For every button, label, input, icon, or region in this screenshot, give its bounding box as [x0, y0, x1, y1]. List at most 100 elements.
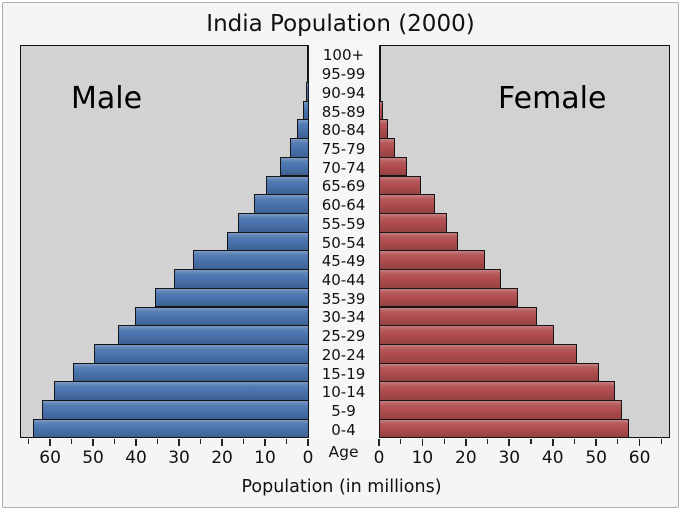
- x-tick-label: 0: [373, 447, 385, 468]
- male-x-axis-ticks: 0 10 20 30 40 50 60: [20, 438, 313, 473]
- male-bar: [265, 175, 309, 196]
- age-group-label: 95-99: [321, 65, 366, 84]
- major-tick-mark: [221, 438, 223, 446]
- male-bar: [53, 381, 309, 402]
- age-group-label: 100+: [322, 46, 365, 65]
- major-tick-mark: [465, 438, 467, 446]
- age-group-label: 85-89: [321, 102, 366, 121]
- major-tick-mark: [421, 438, 424, 446]
- female-bar: [378, 381, 615, 402]
- major-tick-mark: [264, 438, 266, 446]
- female-bar: [378, 306, 538, 327]
- age-group-label: 75-79: [321, 139, 366, 158]
- female-bar: [378, 343, 577, 364]
- male-bar: [303, 100, 309, 121]
- minor-tick-mark: [199, 438, 202, 444]
- x-tick-label: 10: [411, 447, 434, 468]
- age-group-label: 90-94: [321, 83, 366, 102]
- x-tick-label: 30: [498, 447, 521, 468]
- female-label: Female: [498, 81, 607, 116]
- male-bar: [238, 212, 309, 233]
- x-tick-label: 0: [302, 447, 314, 468]
- minor-tick-mark: [443, 438, 445, 444]
- female-bar: [378, 156, 407, 177]
- minor-tick-mark: [530, 438, 532, 444]
- x-tick-label: 20: [455, 447, 477, 468]
- female-bar: [378, 212, 447, 233]
- female-panel: Female: [378, 44, 670, 439]
- male-bar: [155, 287, 309, 308]
- age-group-label: 30-34: [321, 308, 366, 327]
- female-bar: [378, 325, 554, 345]
- minor-tick-mark: [573, 438, 576, 444]
- male-bar: [290, 138, 309, 158]
- male-panel: Male: [20, 44, 309, 439]
- x-tick-label: 10: [254, 447, 276, 468]
- major-tick-mark: [307, 438, 309, 446]
- minor-tick-mark: [660, 438, 662, 444]
- age-group-label: 50-54: [321, 233, 366, 252]
- male-bar: [94, 343, 309, 364]
- female-x-axis-ticks: 0 10 20 30 40 50 60: [374, 438, 670, 473]
- major-tick-mark: [508, 438, 511, 446]
- male-bar: [306, 44, 309, 65]
- x-tick-label: 50: [82, 447, 104, 468]
- x-tick-label: 40: [541, 447, 564, 468]
- minor-tick-mark: [486, 438, 489, 444]
- female-bar: [378, 63, 381, 83]
- female-bar: [378, 100, 383, 121]
- major-tick-mark: [178, 438, 180, 446]
- female-bar: [378, 138, 395, 158]
- minor-tick-mark: [156, 438, 159, 444]
- male-bar: [226, 231, 309, 252]
- female-bar: [378, 81, 381, 102]
- female-bar: [378, 250, 485, 271]
- age-group-label: 15-19: [321, 364, 366, 383]
- female-bar: [378, 175, 422, 196]
- major-tick-mark: [92, 438, 94, 446]
- age-group-label: 80-84: [321, 121, 366, 140]
- male-bar: [72, 362, 309, 383]
- minor-tick-mark: [27, 438, 30, 444]
- female-bar: [378, 287, 518, 308]
- minor-tick-mark: [70, 438, 73, 444]
- age-group-label: 10-14: [321, 383, 366, 402]
- female-bar: [378, 194, 435, 214]
- male-bar: [193, 250, 309, 271]
- age-group-label: 25-29: [321, 327, 366, 346]
- x-tick-label: 60: [628, 447, 651, 468]
- minor-tick-mark: [285, 438, 288, 444]
- age-group-label: 20-24: [321, 345, 366, 364]
- major-tick-mark: [595, 438, 597, 446]
- major-tick-mark: [378, 438, 380, 446]
- age-group-label: 0-4: [331, 420, 356, 439]
- minor-tick-mark: [113, 438, 116, 444]
- major-tick-mark: [551, 438, 554, 446]
- male-bar: [306, 63, 309, 83]
- age-axis-title: Age: [328, 443, 359, 461]
- male-bar: [42, 400, 309, 420]
- age-group-label: 60-64: [321, 196, 366, 215]
- age-group-label: 65-69: [321, 177, 366, 196]
- female-bar: [378, 269, 501, 289]
- male-bar: [280, 156, 309, 177]
- major-tick-mark: [49, 438, 51, 446]
- male-bar: [254, 194, 309, 214]
- male-bar: [297, 119, 309, 140]
- female-bar: [378, 231, 458, 252]
- male-bar: [173, 269, 309, 289]
- male-bar: [117, 325, 309, 345]
- x-tick-label: 60: [39, 447, 61, 468]
- x-tick-label: 30: [168, 447, 190, 468]
- age-group-label: 35-39: [321, 289, 366, 308]
- minor-tick-mark: [617, 438, 619, 444]
- age-group-label: 70-74: [321, 158, 366, 177]
- male-label: Male: [71, 81, 143, 116]
- female-bar: [378, 119, 388, 140]
- major-tick-mark: [135, 438, 137, 446]
- chart-title: India Population (2000): [206, 11, 475, 37]
- male-bar: [33, 418, 309, 439]
- male-bar: [135, 306, 309, 327]
- age-group-label: 40-44: [321, 270, 366, 289]
- x-tick-label: 40: [125, 447, 147, 468]
